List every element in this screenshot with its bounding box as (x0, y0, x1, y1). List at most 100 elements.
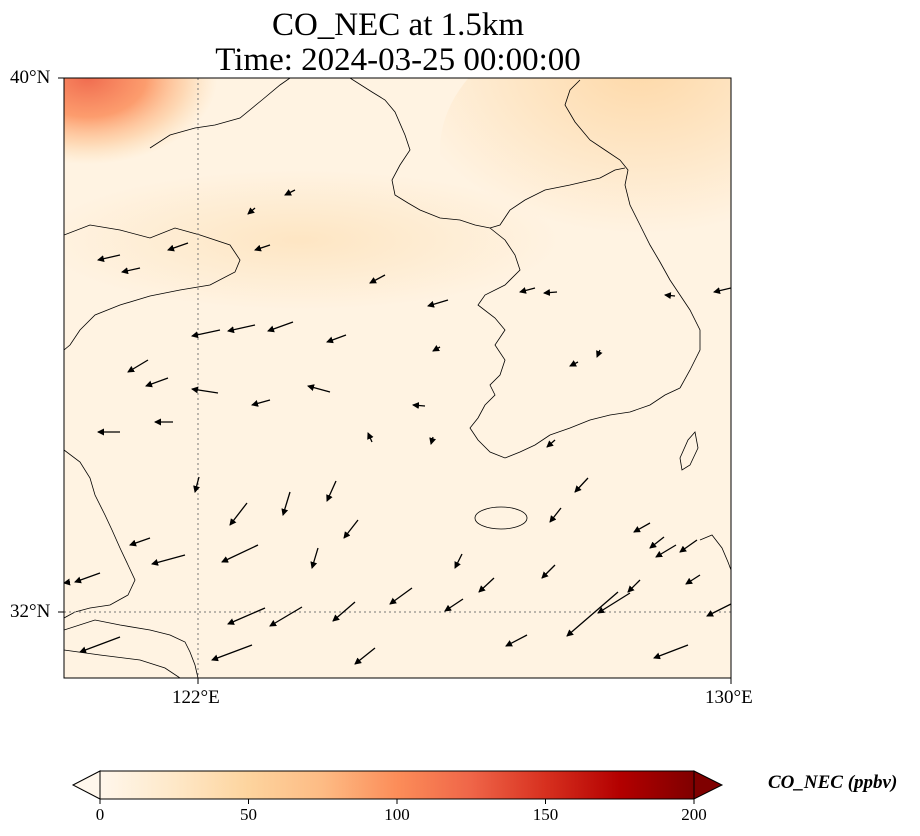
wind-arrow (227, 324, 256, 334)
wind-arrow (549, 507, 562, 523)
wind-arrow (284, 189, 296, 196)
wind-arrow (254, 244, 271, 252)
wind-arrow (569, 360, 579, 367)
wind-arrow (649, 536, 665, 549)
colorbar-body (100, 771, 694, 799)
wind-arrow (653, 644, 689, 660)
colorbar-tick-label-100: 100 (384, 805, 410, 824)
wind-arrow (597, 592, 631, 614)
wind-arrow (713, 287, 731, 295)
coastline-liaodong (64, 224, 241, 351)
wind-arrow (267, 321, 294, 333)
wind-arrow (310, 547, 319, 569)
wind-arrow (343, 519, 359, 539)
colorbar-tick-label-150: 150 (532, 805, 559, 824)
coastline-yangtze-south (64, 649, 181, 678)
wind-arrow (64, 578, 71, 586)
wind-arrow (191, 329, 221, 339)
coastline-korea-west (469, 227, 551, 459)
wind-arrow (227, 607, 266, 625)
wind-arrow (97, 254, 121, 263)
lat-tick-label-40: 40°N (10, 67, 51, 88)
wind-arrow (326, 334, 347, 344)
wind-arrow (685, 574, 701, 585)
wind-arrow (367, 432, 374, 443)
wind-arrow (633, 522, 651, 533)
axis-ticks (58, 77, 732, 684)
plot-title-line2: Time: 2024-03-25 00:00:00 (215, 42, 581, 78)
map-frame (63, 77, 732, 679)
wind-arrow (269, 606, 303, 627)
colorbar-title: CO_NEC (ppbv) (768, 772, 898, 793)
wind-arrow (429, 436, 437, 445)
wind-arrow (519, 287, 536, 294)
wind-arrow (427, 299, 449, 308)
concentration-ne-plume (440, 78, 731, 290)
coastline-liaodong-peninsula (349, 78, 626, 229)
wind-arrow (679, 539, 698, 553)
wind-arrow (478, 577, 495, 593)
wind-arrow (706, 603, 731, 617)
colorbar-tick-label-50: 50 (240, 805, 257, 824)
wind-arrow (505, 634, 528, 647)
wind-arrow (444, 598, 464, 612)
colorbar (71, 770, 724, 804)
coastline-bohai-north (149, 78, 291, 149)
wind-arrow (432, 344, 441, 352)
wind-arrow (664, 292, 676, 300)
wind-arrow (655, 544, 677, 558)
map-panel (64, 78, 731, 678)
wind-arrow (211, 644, 253, 662)
colorbar-extend-high (693, 770, 724, 800)
colorbar-tick-label-0: 0 (95, 805, 105, 824)
coastline-korea-south (549, 387, 681, 436)
wind-arrow (412, 402, 426, 409)
lon-tick-label-122: 122°E (172, 687, 220, 708)
wind-arrow (546, 439, 556, 448)
wind-arrow (307, 384, 331, 393)
wind-arrow (127, 359, 149, 373)
wind-arrow (566, 591, 619, 637)
coastline-china-east (64, 449, 136, 619)
wind-arrow (251, 399, 271, 407)
coastline-korea-east (564, 79, 701, 389)
wind-vectors (64, 189, 731, 665)
wind-arrow (221, 544, 259, 563)
wind-arrow (389, 587, 413, 605)
jeju-island (474, 506, 528, 530)
wind-arrow (369, 274, 386, 284)
wind-arrow (74, 572, 101, 584)
wind-arrow (332, 601, 356, 622)
lat-tick-label-32: 32°N (10, 601, 51, 622)
wind-arrow (354, 647, 376, 665)
wind-arrow (247, 207, 256, 215)
wind-arrow (543, 289, 558, 297)
lon-tick-label-130: 130°E (705, 687, 753, 708)
wind-arrow (121, 267, 141, 275)
wind-arrow (574, 477, 589, 493)
wind-arrow (145, 377, 169, 388)
plot-title-line1: CO_NEC at 1.5km (271, 7, 525, 43)
colorbar-extend-low (71, 770, 101, 800)
coastline-yangtze-north (64, 619, 199, 678)
wind-arrow (541, 564, 556, 579)
wind-arrow (454, 553, 463, 569)
wind-arrow (229, 502, 248, 526)
wind-arrow (596, 349, 603, 358)
wind-arrow (627, 579, 641, 593)
wind-arrow (193, 476, 200, 493)
tsushima-island (679, 431, 699, 471)
coastline-japan-kyushu (699, 534, 731, 571)
wind-arrow (281, 491, 291, 516)
wind-arrow (129, 537, 151, 547)
wind-arrow (167, 242, 189, 252)
coastlines (64, 78, 731, 678)
colorbar-tick-label-200: 200 (681, 805, 707, 824)
gridlines (64, 78, 731, 678)
wind-arrow (191, 386, 219, 394)
wind-arrow (79, 636, 121, 654)
wind-arrow (151, 554, 186, 566)
wind-arrow (326, 480, 337, 502)
colorbar-ticks (99, 799, 695, 804)
